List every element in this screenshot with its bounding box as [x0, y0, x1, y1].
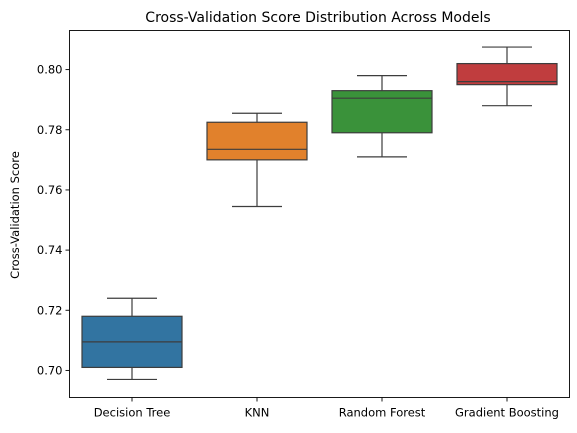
- box-decision-tree: [81, 297, 183, 381]
- box-knn: [206, 112, 308, 208]
- x-tick-label: KNN: [245, 406, 270, 420]
- y-tick-label: 0.78: [37, 123, 63, 137]
- y-tick-label: 0.74: [37, 243, 63, 257]
- chart-title: Cross-Validation Score Distribution Acro…: [145, 10, 490, 26]
- y-tick-label: 0.76: [37, 183, 63, 197]
- y-axis-label: Cross-Validation Score: [8, 151, 22, 279]
- x-tick-label: Random Forest: [339, 406, 426, 420]
- plot-frame: [69, 30, 570, 398]
- iqr-box: [206, 121, 308, 161]
- x-tick-label: Gradient Boosting: [455, 406, 559, 420]
- box-random-forest: [331, 75, 433, 158]
- iqr-box: [456, 62, 558, 86]
- y-tick-label: 0.70: [37, 363, 63, 377]
- plot-area: 0.70 0.72 0.74 0.76 0.78 0.80 Decision Tree KNN…: [37, 46, 559, 420]
- y-tick-label: 0.72: [37, 303, 63, 317]
- x-tick-label: Decision Tree: [94, 406, 171, 420]
- iqr-box: [331, 90, 433, 134]
- y-tick-label: 0.80: [37, 63, 63, 77]
- box-gradient-boosting: [456, 46, 558, 107]
